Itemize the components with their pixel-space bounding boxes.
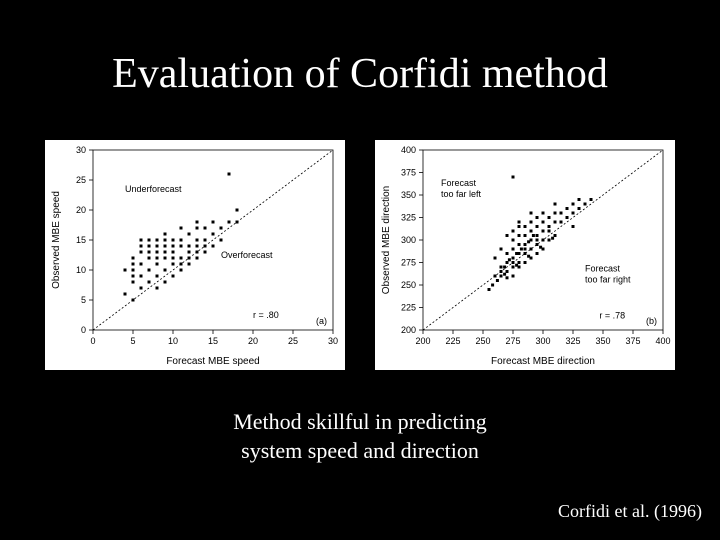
svg-text:400: 400 <box>401 145 416 155</box>
svg-text:(b): (b) <box>646 316 657 326</box>
slide-subtitle: Method skillful in predicting system spe… <box>0 408 720 465</box>
svg-text:200: 200 <box>415 336 430 346</box>
svg-text:Overforecast: Overforecast <box>221 250 273 260</box>
svg-text:30: 30 <box>76 145 86 155</box>
svg-text:15: 15 <box>76 235 86 245</box>
subtitle-line-2: system speed and direction <box>241 438 479 463</box>
svg-text:too far right: too far right <box>585 275 631 285</box>
svg-text:225: 225 <box>401 303 416 313</box>
svg-text:375: 375 <box>401 168 416 178</box>
svg-text:20: 20 <box>248 336 258 346</box>
svg-text:250: 250 <box>475 336 490 346</box>
svg-text:(a): (a) <box>316 316 327 326</box>
svg-text:r = .80: r = .80 <box>253 310 279 320</box>
svg-text:30: 30 <box>328 336 338 346</box>
direction-scatter-panel: 200 225 250 275 300 325 350 375 400 200 225 250 275 3… <box>375 140 675 370</box>
svg-text:too far left: too far left <box>441 189 482 199</box>
speed-scatter-panel: 0 5 10 15 20 25 30 0 5 10 15 20 25 30 Forecast MBE spe… <box>45 140 345 370</box>
svg-text:300: 300 <box>535 336 550 346</box>
svg-text:r = .78: r = .78 <box>599 310 625 320</box>
slide-citation: Corfidi et al. (1996) <box>558 501 702 522</box>
svg-text:10: 10 <box>168 336 178 346</box>
svg-text:Forecast: Forecast <box>441 178 477 188</box>
svg-text:Observed MBE direction: Observed MBE direction <box>381 186 392 294</box>
svg-text:275: 275 <box>401 258 416 268</box>
chart-row: 051015202530051015202530Forecast MBE spe… <box>0 140 720 370</box>
svg-text:0: 0 <box>81 325 86 335</box>
svg-text:20: 20 <box>76 205 86 215</box>
svg-text:275: 275 <box>505 336 520 346</box>
svg-text:25: 25 <box>76 175 86 185</box>
svg-text:Forecast MBE speed: Forecast MBE speed <box>166 356 259 367</box>
svg-text:15: 15 <box>208 336 218 346</box>
svg-text:300: 300 <box>401 235 416 245</box>
slide-title: Evaluation of Corfidi method <box>0 50 720 98</box>
svg-text:375: 375 <box>625 336 640 346</box>
subtitle-line-1: Method skillful in predicting <box>233 409 487 434</box>
svg-text:325: 325 <box>565 336 580 346</box>
svg-text:400: 400 <box>655 336 670 346</box>
svg-text:350: 350 <box>595 336 610 346</box>
svg-text:10: 10 <box>76 265 86 275</box>
svg-text:5: 5 <box>81 295 86 305</box>
svg-text:Forecast: Forecast <box>585 264 621 274</box>
svg-text:Forecast MBE direction: Forecast MBE direction <box>491 356 595 367</box>
svg-text:0: 0 <box>90 336 95 346</box>
svg-text:25: 25 <box>288 336 298 346</box>
svg-text:Observed MBE speed: Observed MBE speed <box>51 191 62 289</box>
svg-text:250: 250 <box>401 280 416 290</box>
svg-text:Underforecast: Underforecast <box>125 184 182 194</box>
direction-scatter: 200 225 250 275 300 325 350 375 400 200 225 250 275 3… <box>375 140 675 370</box>
svg-text:5: 5 <box>130 336 135 346</box>
speed-scatter: 0 5 10 15 20 25 30 0 5 10 15 20 25 30 Forecast MBE spe… <box>45 140 345 370</box>
svg-text:200: 200 <box>401 325 416 335</box>
svg-text:225: 225 <box>445 336 460 346</box>
svg-text:350: 350 <box>401 190 416 200</box>
svg-text:325: 325 <box>401 213 416 223</box>
